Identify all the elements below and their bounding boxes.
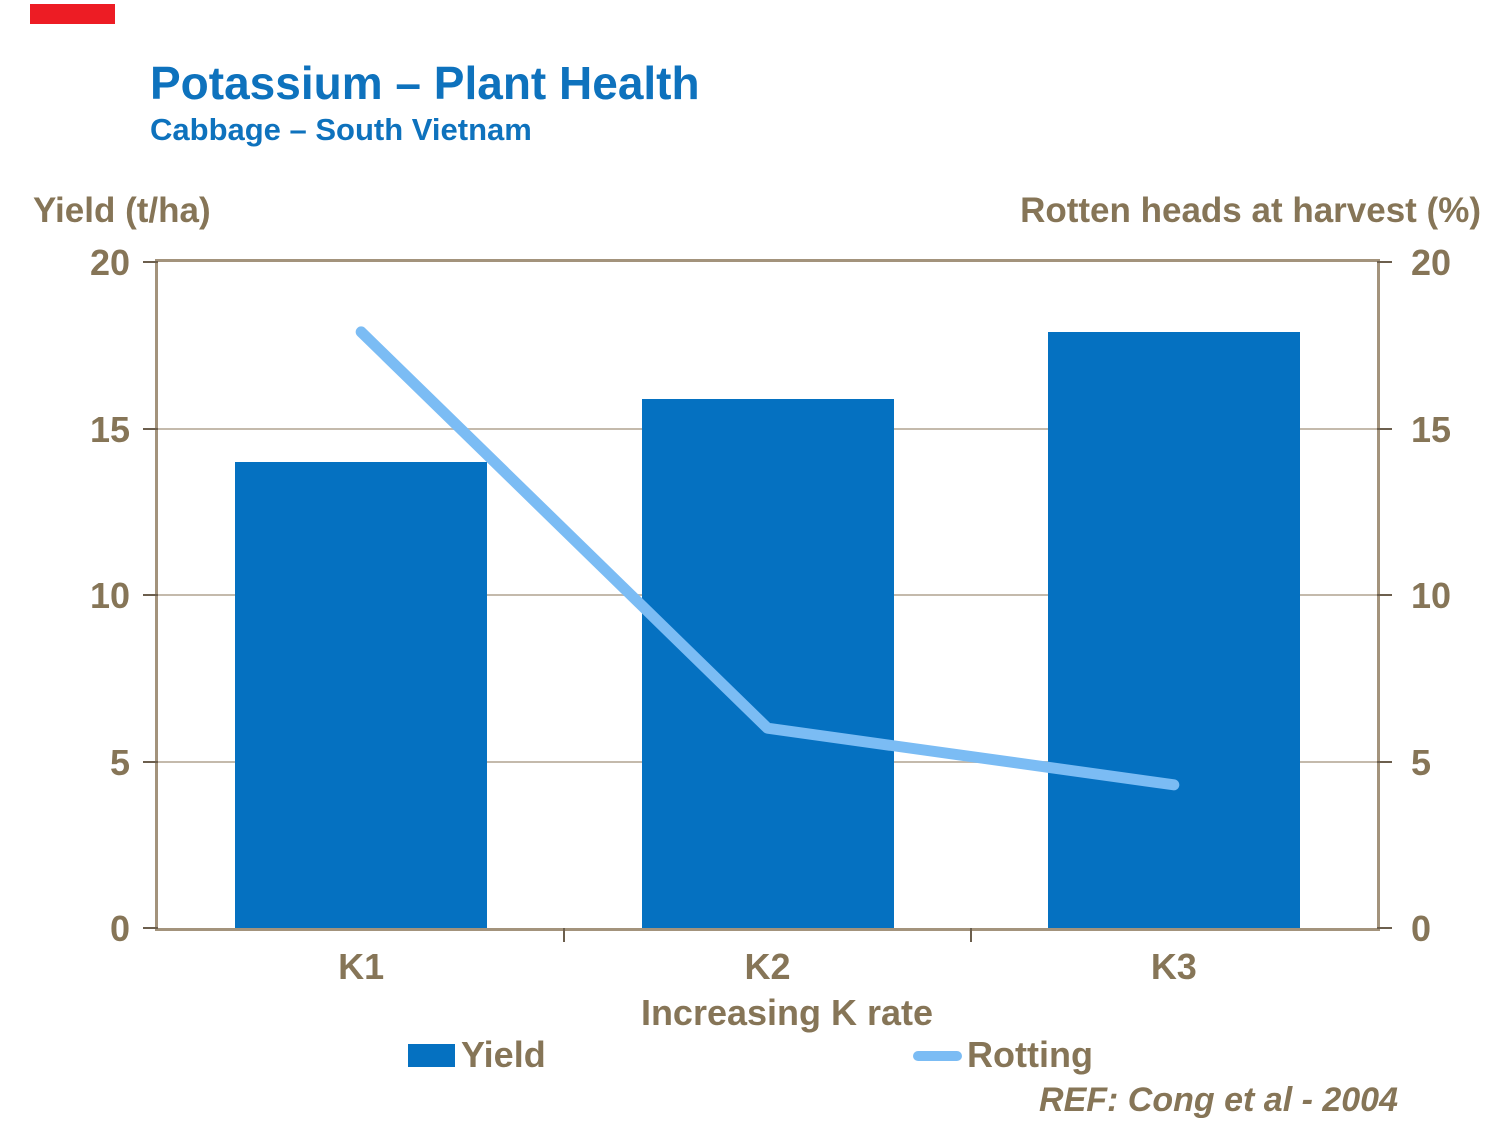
legend-rotting-swatch [913, 1051, 962, 1061]
y-tick-label-right-10: 10 [1411, 575, 1452, 616]
y-tick-label-right-0: 0 [1411, 908, 1432, 949]
y-tick-mark-right-0 [1377, 927, 1392, 929]
x-category-label-K2: K2 [744, 946, 791, 987]
legend: Yield Rotting [0, 1034, 1501, 1076]
x-category-label-K1: K1 [338, 946, 385, 987]
x-category-label-K3: K3 [1150, 946, 1197, 987]
bar-K3 [1047, 331, 1300, 928]
y-tick-mark-left-5 [143, 760, 158, 763]
y-tick-mark-right-10 [1377, 594, 1392, 596]
y-tick-label-left-0: 0 [109, 908, 130, 949]
rotting-line [355, 326, 1180, 791]
y-tick-label-right-20: 20 [1411, 242, 1452, 283]
y-tick-label-left-10: 10 [89, 575, 130, 616]
logo-mark [30, 4, 115, 24]
y-tick-label-right-15: 15 [1411, 408, 1452, 450]
left-axis-title: Yield (t/ha) [33, 191, 211, 230]
legend-rotting-label: Rotting [967, 1034, 1093, 1075]
x-tick-mark-1 [563, 928, 566, 942]
bar-K2 [641, 398, 894, 928]
bar-K1 [235, 461, 488, 928]
legend-yield-label: Yield [461, 1034, 546, 1075]
plot-area [155, 259, 1380, 931]
x-tick-mark-2 [969, 928, 972, 942]
y-tick-mark-left-10 [143, 594, 158, 596]
y-tick-label-left-20: 20 [89, 242, 130, 283]
rotting-line-layer [355, 326, 1180, 791]
slide-title: Potassium – Plant Health [150, 57, 700, 109]
y-tick-label-left-15: 15 [89, 408, 130, 450]
y-tick-label-right-5: 5 [1411, 741, 1432, 783]
y-tick-mark-right-15 [1377, 427, 1392, 430]
slide-subtitle: Cabbage – South Vietnam [150, 112, 532, 147]
y-tick-mark-left-0 [143, 927, 158, 929]
x-axis-title: Increasing K rate [640, 992, 934, 1033]
reference-text: REF: Cong et al - 2004 [1039, 1081, 1398, 1119]
y-tick-mark-left-15 [143, 427, 158, 430]
legend-yield-swatch [408, 1044, 455, 1067]
right-axis-title: Rotten heads at harvest (%) [1020, 191, 1481, 230]
y-tick-mark-left-20 [143, 261, 158, 263]
y-tick-mark-right-5 [1377, 760, 1392, 763]
y-tick-label-left-5: 5 [109, 741, 130, 783]
y-tick-mark-right-20 [1377, 261, 1392, 263]
